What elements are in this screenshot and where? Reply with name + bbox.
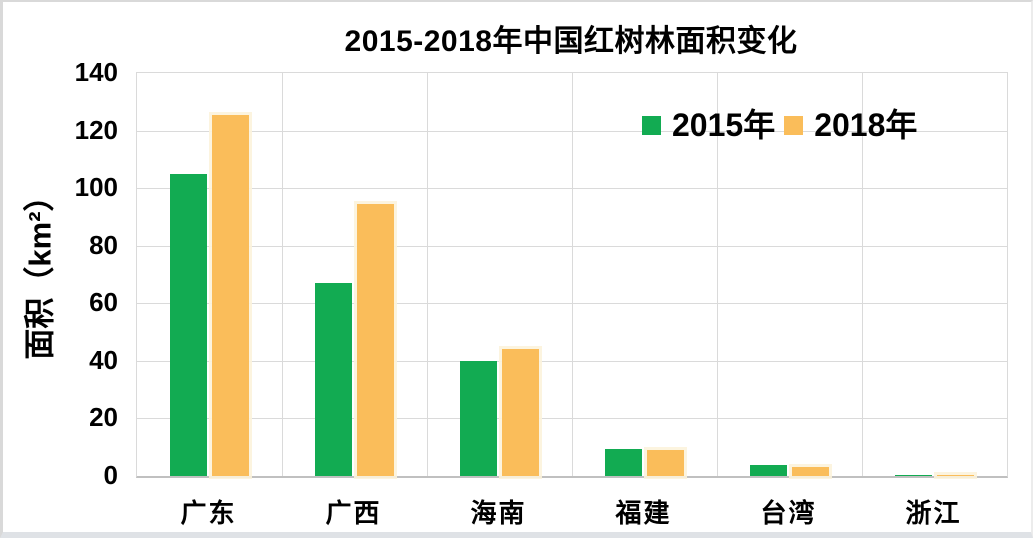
legend-item-2015年: 2015年 <box>642 109 784 141</box>
gridline-vertical <box>282 73 283 476</box>
bar-2018年-台湾 <box>792 467 829 476</box>
x-axis-labels: 广东 广西 海南 福建 台湾 浙江 <box>136 475 1006 532</box>
y-tick-label: 20 <box>89 402 118 433</box>
legend-label: 2015年 <box>672 107 776 143</box>
chart-title: 2015-2018年中国红树林面积变化 <box>344 25 798 58</box>
gridline-vertical <box>717 73 718 476</box>
bar-2018年-海南 <box>502 349 539 476</box>
gridline-vertical <box>427 73 428 476</box>
bar-2015年-广东 <box>170 173 207 476</box>
bar-2015年-海南 <box>460 360 497 476</box>
x-category-label: 海南 <box>470 498 527 528</box>
gridline-vertical <box>572 73 573 476</box>
x-category-label: 广西 <box>325 498 382 528</box>
legend-swatch-icon <box>784 115 804 135</box>
y-tick-label: 120 <box>74 114 118 145</box>
legend-label: 2018年 <box>814 107 918 143</box>
bar-2018年-福建 <box>647 450 684 476</box>
bar-2015年-台湾 <box>750 464 787 476</box>
y-tick-label: 40 <box>89 344 118 375</box>
legend-item-2018年: 2018年 <box>784 109 917 141</box>
x-category-label: 福建 <box>615 498 672 528</box>
y-tick-label: 0 <box>103 460 118 490</box>
gridline-vertical <box>862 73 863 476</box>
bar-2015年-福建 <box>605 448 642 476</box>
x-category-label: 台湾 <box>760 498 817 528</box>
y-tick-label: 140 <box>74 57 118 87</box>
x-category-label: 浙江 <box>905 498 962 528</box>
y-tick-label: 100 <box>74 172 118 203</box>
bar-2018年-广东 <box>212 114 249 476</box>
x-category-label: 广东 <box>180 498 237 528</box>
bar-2018年-广西 <box>357 203 394 476</box>
bar-2015年-广西 <box>315 283 352 476</box>
legend-swatch-icon <box>642 115 661 135</box>
y-tick-label: 60 <box>89 287 118 318</box>
y-axis-ticks: 0 20 40 60 80 100 120 140 <box>3 59 118 488</box>
bar-2015年-浙江 <box>895 475 932 476</box>
bar-2018年-浙江 <box>937 474 974 476</box>
y-tick-label: 80 <box>89 229 118 260</box>
legend: 2015年 2018年 <box>642 109 917 141</box>
plot-area: 2015年 2018年 <box>136 72 1008 478</box>
